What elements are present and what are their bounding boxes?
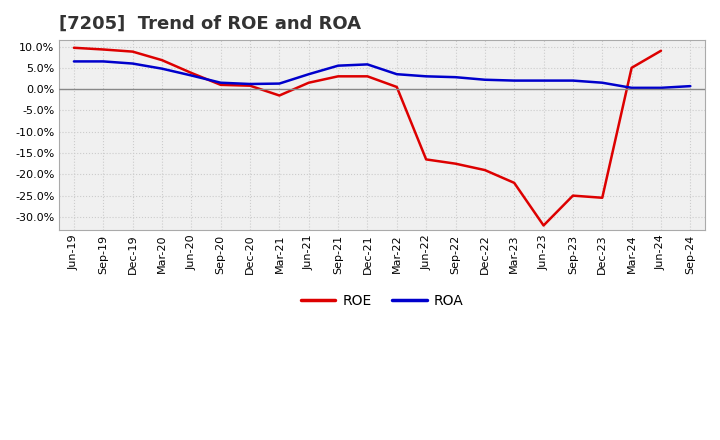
ROA: [392, 72, 401, 77]
ROA: [657, 85, 665, 91]
ROA: [275, 81, 284, 86]
ROE: [158, 58, 166, 63]
ROA: [216, 80, 225, 85]
ROA: [305, 72, 313, 77]
ROA: [334, 63, 343, 68]
ROA: [451, 74, 460, 80]
ROA: [363, 62, 372, 67]
ROE: [128, 49, 137, 54]
ROE: [187, 70, 196, 76]
ROE: [99, 47, 107, 52]
ROE: [480, 168, 489, 173]
ROE: [422, 157, 431, 162]
ROE: [246, 83, 254, 88]
ROA: [598, 80, 606, 85]
ROA: [627, 85, 636, 91]
ROA: [158, 66, 166, 71]
Text: [7205]  Trend of ROE and ROA: [7205] Trend of ROE and ROA: [59, 15, 361, 33]
ROE: [216, 82, 225, 88]
ROA: [70, 59, 78, 64]
Line: ROE: ROE: [74, 48, 661, 225]
ROA: [539, 78, 548, 83]
ROE: [363, 73, 372, 79]
ROE: [70, 45, 78, 51]
ROE: [392, 84, 401, 90]
ROA: [686, 84, 695, 89]
ROA: [480, 77, 489, 82]
ROE: [598, 195, 606, 200]
ROA: [246, 81, 254, 87]
ROE: [657, 48, 665, 53]
ROE: [539, 223, 548, 228]
ROA: [128, 61, 137, 66]
ROA: [99, 59, 107, 64]
ROE: [334, 73, 343, 79]
ROE: [627, 65, 636, 70]
ROA: [510, 78, 518, 83]
ROE: [275, 93, 284, 98]
ROA: [422, 73, 431, 79]
ROA: [569, 78, 577, 83]
ROE: [451, 161, 460, 166]
ROA: [187, 73, 196, 78]
ROE: [305, 80, 313, 85]
Legend: ROE, ROA: ROE, ROA: [295, 289, 469, 314]
Line: ROA: ROA: [74, 62, 690, 88]
ROE: [510, 180, 518, 186]
ROE: [569, 193, 577, 198]
